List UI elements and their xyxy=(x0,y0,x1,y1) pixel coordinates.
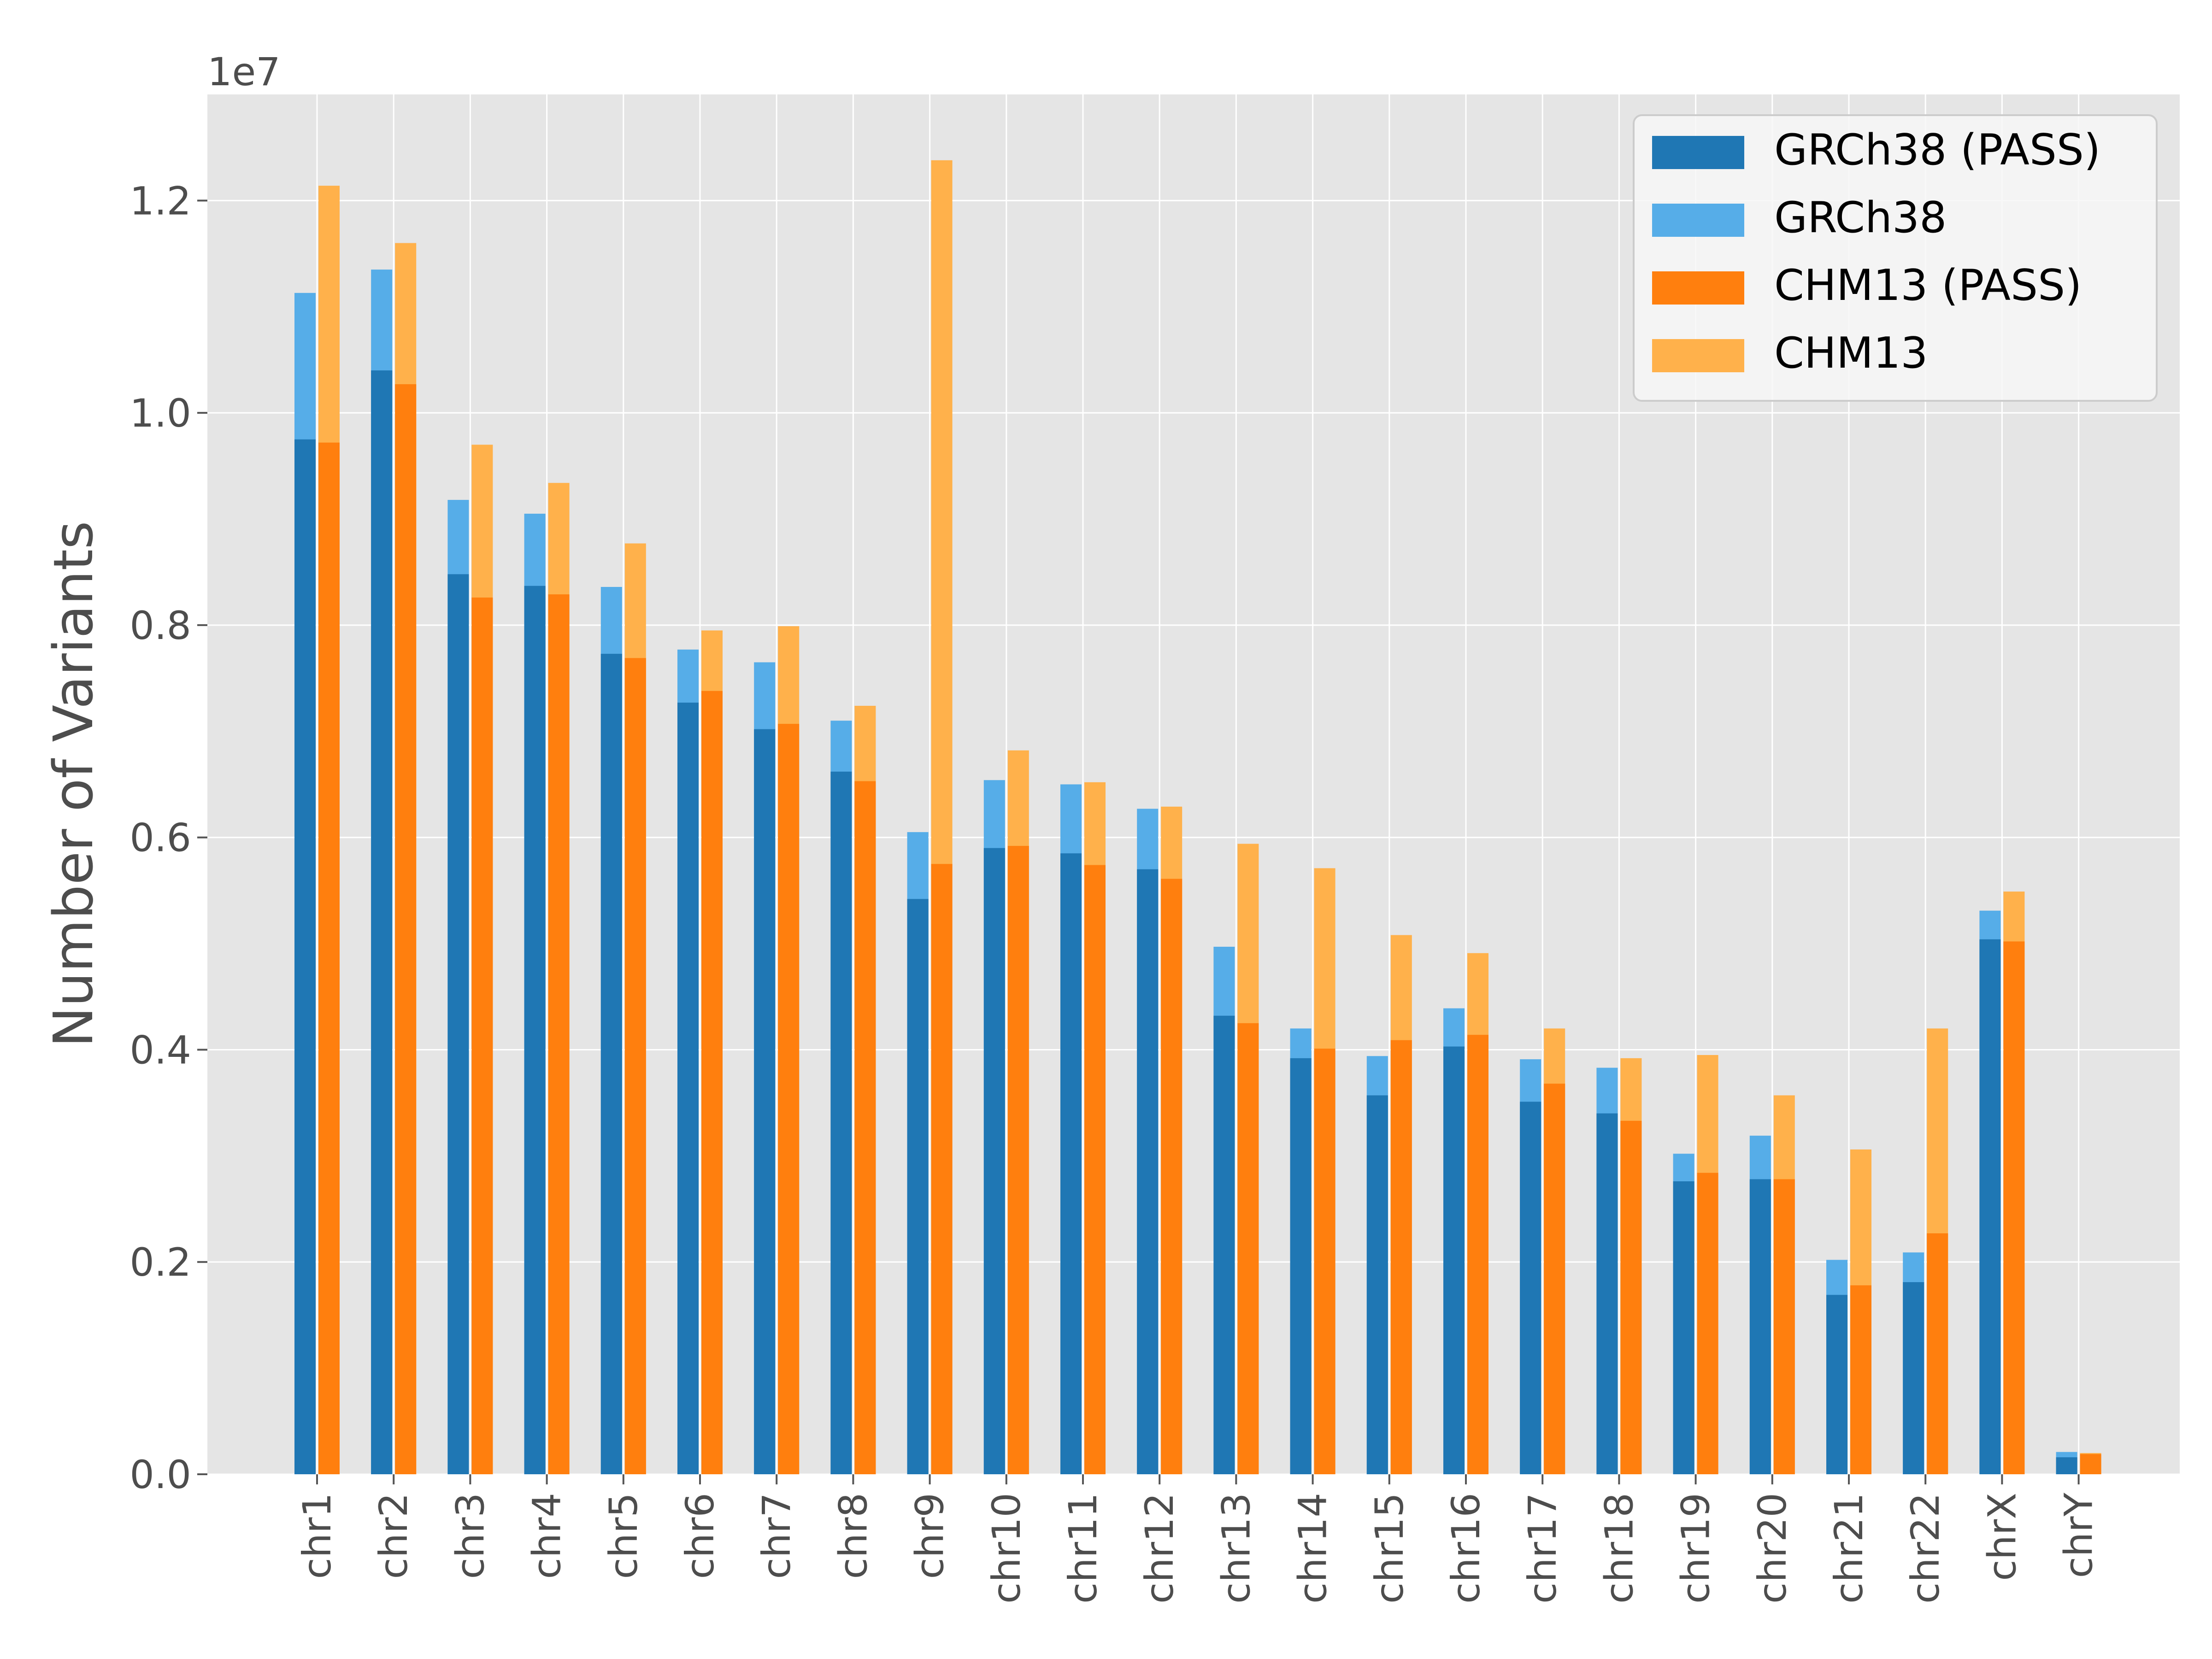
y-offset-label: 1e7 xyxy=(207,49,281,94)
legend-swatch xyxy=(1652,204,1744,237)
bar-chr19-grch38-pass xyxy=(1673,1181,1694,1474)
bar-chr8-grch38-pass xyxy=(830,771,852,1474)
x-tick-label: chr22 xyxy=(1903,1493,1948,1604)
bar-chr1-grch38-pass xyxy=(294,439,316,1474)
bar-chr11-grch38-pass xyxy=(1060,853,1082,1474)
bar-chr6-chm13-pass xyxy=(701,691,723,1474)
x-tick-label: chr18 xyxy=(1596,1493,1641,1604)
x-tick-label: chrX xyxy=(1979,1493,2024,1581)
bar-chr21-chm13-pass xyxy=(1850,1285,1871,1474)
bar-chr11-chm13-pass xyxy=(1084,865,1106,1474)
x-axis: chr1 chr2 chr3 chr4 chr5 chr6 chr7 chr8 chr9 chr1… xyxy=(294,1474,2101,1604)
bar-chr22-chm13-pass xyxy=(1927,1233,1948,1474)
y-tick-label: 0.6 xyxy=(129,815,191,861)
bar-chr10-chm13-pass xyxy=(1007,846,1029,1474)
legend-frame xyxy=(1633,114,2158,402)
bar-chr4-grch38-pass xyxy=(524,586,546,1474)
x-tick-label: chr10 xyxy=(984,1493,1029,1604)
x-tick-label: chr7 xyxy=(754,1493,799,1579)
x-tick-label: chr2 xyxy=(371,1493,416,1579)
bar-chr22-grch38-pass xyxy=(1903,1282,1924,1474)
bar-chrY-chm13-pass xyxy=(2080,1454,2101,1474)
x-tick-label: chr9 xyxy=(907,1493,953,1579)
x-tick-label: chr15 xyxy=(1367,1493,1412,1604)
x-tick-label: chr19 xyxy=(1673,1493,1718,1604)
x-tick-label: chr21 xyxy=(1826,1493,1871,1604)
x-tick-label: chr6 xyxy=(677,1493,723,1579)
bar-chr14-chm13-pass xyxy=(1314,1049,1335,1474)
y-tick-label: 0.0 xyxy=(129,1452,191,1497)
x-tick-label: chr17 xyxy=(1520,1493,1565,1604)
x-tick-label: chr14 xyxy=(1290,1493,1335,1604)
bar-chrX-chm13-pass xyxy=(2003,941,2025,1474)
bar-chr3-chm13-pass xyxy=(471,598,493,1474)
y-tick-label: 0.8 xyxy=(129,603,191,648)
x-tick-label: chr11 xyxy=(1060,1493,1106,1604)
bar-chr20-grch38-pass xyxy=(1749,1179,1771,1474)
y-tick-label: 0.2 xyxy=(129,1240,191,1285)
x-tick-label: chr5 xyxy=(601,1493,646,1579)
x-tick-label: chr20 xyxy=(1750,1493,1795,1604)
bar-chr18-chm13-pass xyxy=(1620,1120,1642,1474)
bar-chr7-chm13-pass xyxy=(778,724,800,1474)
legend-entry-label: CHM13 (PASS) xyxy=(1774,260,2082,310)
bar-chr17-chm13-pass xyxy=(1544,1084,1565,1474)
bar-chr8-chm13-pass xyxy=(854,781,876,1474)
bar-chrY-grch38-pass xyxy=(2056,1457,2077,1474)
bar-chr13-chm13-pass xyxy=(1237,1023,1259,1474)
bar-chr9-grch38-pass xyxy=(907,899,929,1474)
bar-chr18-grch38-pass xyxy=(1596,1113,1618,1474)
bar-chr5-chm13-pass xyxy=(624,658,646,1474)
y-tick-label: 1.0 xyxy=(129,391,191,436)
bar-chr16-grch38-pass xyxy=(1443,1046,1465,1474)
bar-chr17-grch38-pass xyxy=(1520,1102,1541,1474)
y-tick-label: 1.2 xyxy=(129,178,191,223)
x-tick-label: chr12 xyxy=(1137,1493,1182,1604)
bar-chr4-chm13-pass xyxy=(548,594,570,1474)
bar-chr15-chm13-pass xyxy=(1390,1040,1412,1474)
x-tick-label: chr1 xyxy=(294,1493,340,1579)
bar-chr12-grch38-pass xyxy=(1137,869,1159,1474)
x-tick-label: chr8 xyxy=(830,1493,876,1579)
bar-chr6-grch38-pass xyxy=(677,703,699,1474)
bar-chr13-grch38-pass xyxy=(1213,1015,1235,1474)
x-tick-label: chrY xyxy=(2056,1492,2101,1578)
bar-chr1-chm13-pass xyxy=(318,442,340,1474)
bar-chr19-chm13-pass xyxy=(1697,1172,1718,1474)
bar-chr12-chm13-pass xyxy=(1161,879,1182,1474)
y-tick-label: 0.4 xyxy=(129,1027,191,1073)
bar-chr5-grch38-pass xyxy=(600,654,622,1474)
legend-swatch xyxy=(1652,339,1744,372)
bar-chr9-chm13-pass xyxy=(931,864,953,1474)
legend-entry-label: GRCh38 (PASS) xyxy=(1774,125,2100,175)
y-axis: 0.0 0.2 0.4 0.6 0.8 1.0 1.2 xyxy=(129,178,207,1497)
legend-entry-label: CHM13 xyxy=(1774,328,1928,378)
bar-chr21-grch38-pass xyxy=(1826,1295,1847,1474)
y-axis-label: Number of Variants xyxy=(41,521,105,1048)
legend-swatch xyxy=(1652,136,1744,169)
bar-chr3-grch38-pass xyxy=(447,574,469,1474)
bars xyxy=(294,160,2101,1475)
bar-chr14-grch38-pass xyxy=(1290,1058,1312,1474)
bar-chr2-grch38-pass xyxy=(371,370,393,1474)
bar-chrX-grch38-pass xyxy=(1979,939,2001,1474)
bar-chr16-chm13-pass xyxy=(1467,1035,1488,1474)
bar-chr10-grch38-pass xyxy=(983,848,1005,1474)
x-tick-label: chr3 xyxy=(447,1493,493,1579)
x-tick-label: chr4 xyxy=(524,1493,570,1579)
bar-chr20-chm13-pass xyxy=(1773,1179,1795,1474)
legend-swatch xyxy=(1652,271,1744,305)
legend: GRCh38 (PASS) GRCh38 CHM13 (PASS) CHM13 xyxy=(1633,114,2158,402)
legend-entry-label: GRCh38 xyxy=(1774,193,1947,242)
x-tick-label: chr16 xyxy=(1443,1493,1488,1604)
x-tick-label: chr13 xyxy=(1213,1493,1259,1604)
bar-chr15-grch38-pass xyxy=(1366,1095,1388,1474)
bar-chr7-grch38-pass xyxy=(754,729,776,1474)
bar-chr2-chm13-pass xyxy=(395,384,417,1475)
